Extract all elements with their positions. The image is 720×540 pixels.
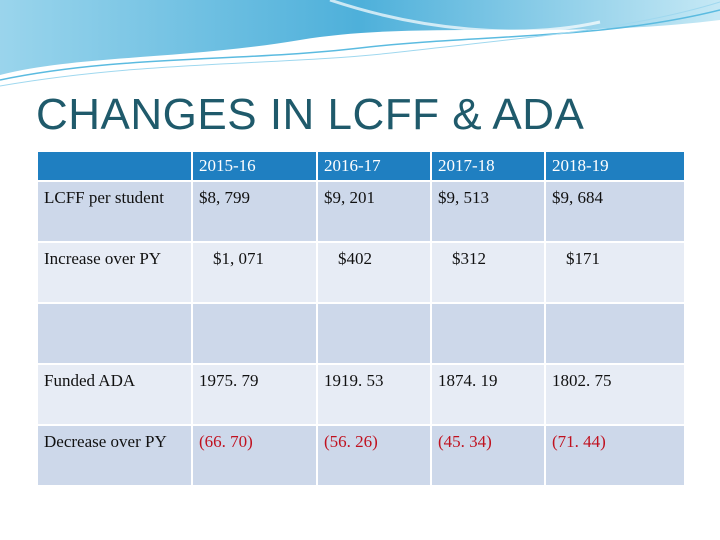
cell-value: 1919. 53	[316, 363, 432, 426]
decorative-wave	[0, 0, 720, 87]
row-label: LCFF per student	[36, 180, 193, 243]
table-row-blank	[36, 302, 686, 365]
cell-value	[191, 302, 318, 365]
cell-value: $312	[430, 241, 546, 304]
table-row-decrease-over-py: Decrease over PY (66. 70) (56. 26) (45. …	[36, 424, 686, 487]
cell-value	[430, 302, 546, 365]
cell-value: $402	[316, 241, 432, 304]
table-header-row: 2015-16 2016-17 2017-18 2018-19	[36, 150, 686, 182]
column-header-2018-19: 2018-19	[544, 150, 686, 182]
cell-value	[544, 302, 686, 365]
cell-value: $9, 513	[430, 180, 546, 243]
cell-value-negative: (66. 70)	[191, 424, 318, 487]
table-row-funded-ada: Funded ADA 1975. 79 1919. 53 1874. 19 18…	[36, 363, 686, 426]
row-label: Increase over PY	[36, 241, 193, 304]
cell-value	[316, 302, 432, 365]
cell-value: $1, 071	[191, 241, 318, 304]
cell-value: $8, 799	[191, 180, 318, 243]
table-row-increase-over-py: Increase over PY $1, 071 $402 $312 $171	[36, 241, 686, 304]
cell-value: $9, 201	[316, 180, 432, 243]
cell-value: 1975. 79	[191, 363, 318, 426]
table-row-lcff-per-student: LCFF per student $8, 799 $9, 201 $9, 513…	[36, 180, 686, 243]
slide-title: CHANGES IN LCFF & ADA	[36, 90, 585, 139]
cell-value: 1802. 75	[544, 363, 686, 426]
column-header-2017-18: 2017-18	[430, 150, 546, 182]
column-header-2015-16: 2015-16	[191, 150, 318, 182]
row-label: Decrease over PY	[36, 424, 193, 487]
cell-value-negative: (56. 26)	[316, 424, 432, 487]
row-label	[36, 302, 193, 365]
cell-value-negative: (45. 34)	[430, 424, 546, 487]
column-header-2016-17: 2016-17	[316, 150, 432, 182]
cell-value-negative: (71. 44)	[544, 424, 686, 487]
column-header-blank	[36, 150, 193, 182]
row-label: Funded ADA	[36, 363, 193, 426]
cell-value: $9, 684	[544, 180, 686, 243]
lcff-ada-table: 2015-16 2016-17 2017-18 2018-19 LCFF per…	[36, 150, 686, 487]
cell-value: 1874. 19	[430, 363, 546, 426]
cell-value: $171	[544, 241, 686, 304]
